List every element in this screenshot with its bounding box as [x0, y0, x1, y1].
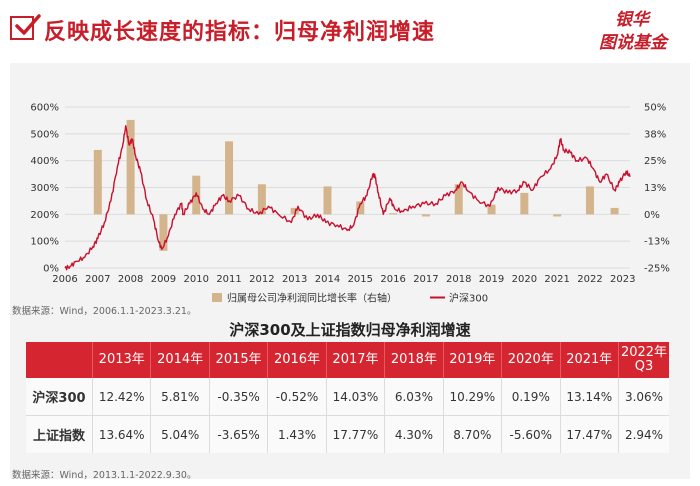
line-series-hs300: [64, 125, 631, 271]
bar: [553, 214, 562, 217]
x-tick-label: 2014: [315, 274, 340, 285]
table-row: 上证指数 13.64% 5.04% -3.65% 1.43% 17.77% 4.…: [26, 415, 669, 453]
brand-logo: 银华 图说基金: [585, 5, 697, 53]
y-left-tick-label: 500%: [30, 129, 59, 140]
bar: [225, 141, 234, 215]
x-tick-label: 2011: [216, 274, 241, 285]
table-cell: -3.65%: [208, 415, 268, 453]
table-header-cell: 2019年: [442, 342, 502, 378]
bar: [610, 207, 619, 215]
y-left-tick-label: 100%: [30, 237, 59, 248]
row-label: 上证指数: [26, 415, 93, 453]
x-tick-label: 2012: [249, 274, 274, 285]
table-header-cell: 2016年: [267, 342, 327, 378]
table-header-cell: 2020年: [501, 342, 560, 378]
table-cell: 13.14%: [559, 378, 619, 416]
table-cell: 6.03%: [384, 378, 444, 416]
x-tick-label: 2019: [479, 274, 504, 285]
bar: [126, 119, 135, 215]
x-tick-label: 2008: [118, 274, 143, 285]
table-cell: 14.03%: [325, 378, 385, 416]
table-title: 沪深300及上证指数归母净利润增速: [229, 321, 471, 339]
y-right-tick-label: 25%: [644, 156, 666, 167]
table-cell: -5.60%: [501, 415, 560, 453]
table-header-cell: 2018年: [384, 342, 444, 378]
table-header-row: 2013年 2014年 2015年 2016年 2017年 2018年 2019…: [26, 342, 669, 378]
bar: [487, 204, 496, 215]
table-cell: 12.42%: [91, 378, 151, 416]
table-header-cell: [26, 342, 93, 378]
table-row: 沪深300 12.42% 5.81% -0.35% -0.52% 14.03% …: [26, 378, 669, 416]
bar: [93, 149, 102, 215]
chart-source-note: 数据来源：Wind，2006.1.1-2023.3.21。: [12, 306, 197, 317]
header: 反映成长速度的指标：归母净利润增速 银华 图说基金: [0, 0, 700, 58]
table-cell: 10.29%: [442, 378, 502, 416]
y-left-tick-label: 400%: [30, 156, 59, 167]
y-left-tick-label: 0%: [43, 264, 59, 275]
brand-bottom: 图说基金: [599, 33, 667, 53]
table-cell: 2.94%: [618, 415, 669, 453]
bar: [520, 192, 529, 215]
table-cell: 1.43%: [267, 415, 327, 453]
bar: [159, 214, 168, 251]
table-cell: 17.77%: [325, 415, 385, 453]
legend-line-label: 沪深300: [449, 292, 488, 305]
x-tick-label: 2022: [577, 274, 602, 285]
x-tick-label: 2021: [544, 274, 569, 285]
table-cell: 3.06%: [618, 378, 669, 416]
x-tick-label: 2006: [52, 274, 77, 285]
bar: [356, 201, 365, 215]
table-cell: 0.19%: [501, 378, 560, 416]
page-title: 反映成长速度的指标：归母净利润增速: [44, 20, 436, 45]
table-header-cell: 2021年: [559, 342, 619, 378]
bar: [389, 213, 398, 215]
profit-growth-table: 2013年 2014年 2015年 2016年 2017年 2018年 2019…: [26, 342, 669, 453]
table-header-cell: 2014年: [150, 342, 210, 378]
y-right-tick-label: 50%: [644, 103, 666, 114]
table-header-cell: 2022年Q3: [618, 342, 669, 378]
y-right-tick-label: -13%: [644, 237, 670, 248]
x-tick-label: 2015: [348, 274, 373, 285]
checkbox-icon: [10, 14, 41, 40]
table-header-cell: 2013年: [91, 342, 151, 378]
brand-top: 银华: [615, 10, 649, 30]
y-left-tick-label: 200%: [30, 210, 59, 221]
table-cell: 13.64%: [91, 415, 151, 453]
x-tick-label: 2016: [380, 274, 405, 285]
x-tick-label: 2023: [610, 274, 635, 285]
bar: [290, 207, 299, 215]
x-tick-label: 2009: [151, 274, 176, 285]
bar: [421, 214, 430, 217]
legend-bar-swatch: [212, 293, 222, 302]
table-header-cell: 2015年: [208, 342, 268, 378]
combo-chart: 0% 100% 200% 300% 400% 500% 600% -25% -13% 0% 13% 2…: [30, 103, 670, 305]
bar: [323, 186, 332, 215]
table-cell: 5.04%: [150, 415, 210, 453]
y-right-tick-label: 13%: [644, 183, 666, 194]
x-tick-label: 2007: [85, 274, 110, 285]
bar: [257, 184, 266, 215]
table-cell: 17.47%: [559, 415, 619, 453]
table-cell: -0.35%: [208, 378, 268, 416]
table-cell: 5.81%: [150, 378, 210, 416]
bar: [585, 186, 594, 215]
table-source-note: 数据来源：Wind，2013.1.1-2022.9.30。: [12, 470, 197, 481]
table-header-cell: 2017年: [325, 342, 385, 378]
legend-bar-label: 归属母公司净利润同比增长率（右轴）: [227, 292, 397, 305]
bar: [454, 184, 463, 215]
y-right-tick-label: -25%: [644, 264, 670, 275]
x-tick-label: 2020: [512, 274, 537, 285]
table-cell: 4.30%: [384, 415, 444, 453]
x-tick-label: 2017: [413, 274, 438, 285]
y-right-tick-label: 0%: [644, 210, 660, 221]
row-label: 沪深300: [26, 378, 93, 416]
table-cell: 8.70%: [442, 415, 502, 453]
x-tick-label: 2013: [282, 274, 307, 285]
y-left-tick-label: 300%: [30, 183, 59, 194]
table-cell: -0.52%: [267, 378, 327, 416]
x-tick-label: 2010: [184, 274, 209, 285]
y-right-tick-label: 38%: [644, 129, 666, 140]
y-left-tick-label: 600%: [30, 103, 59, 114]
x-tick-label: 2018: [446, 274, 471, 285]
